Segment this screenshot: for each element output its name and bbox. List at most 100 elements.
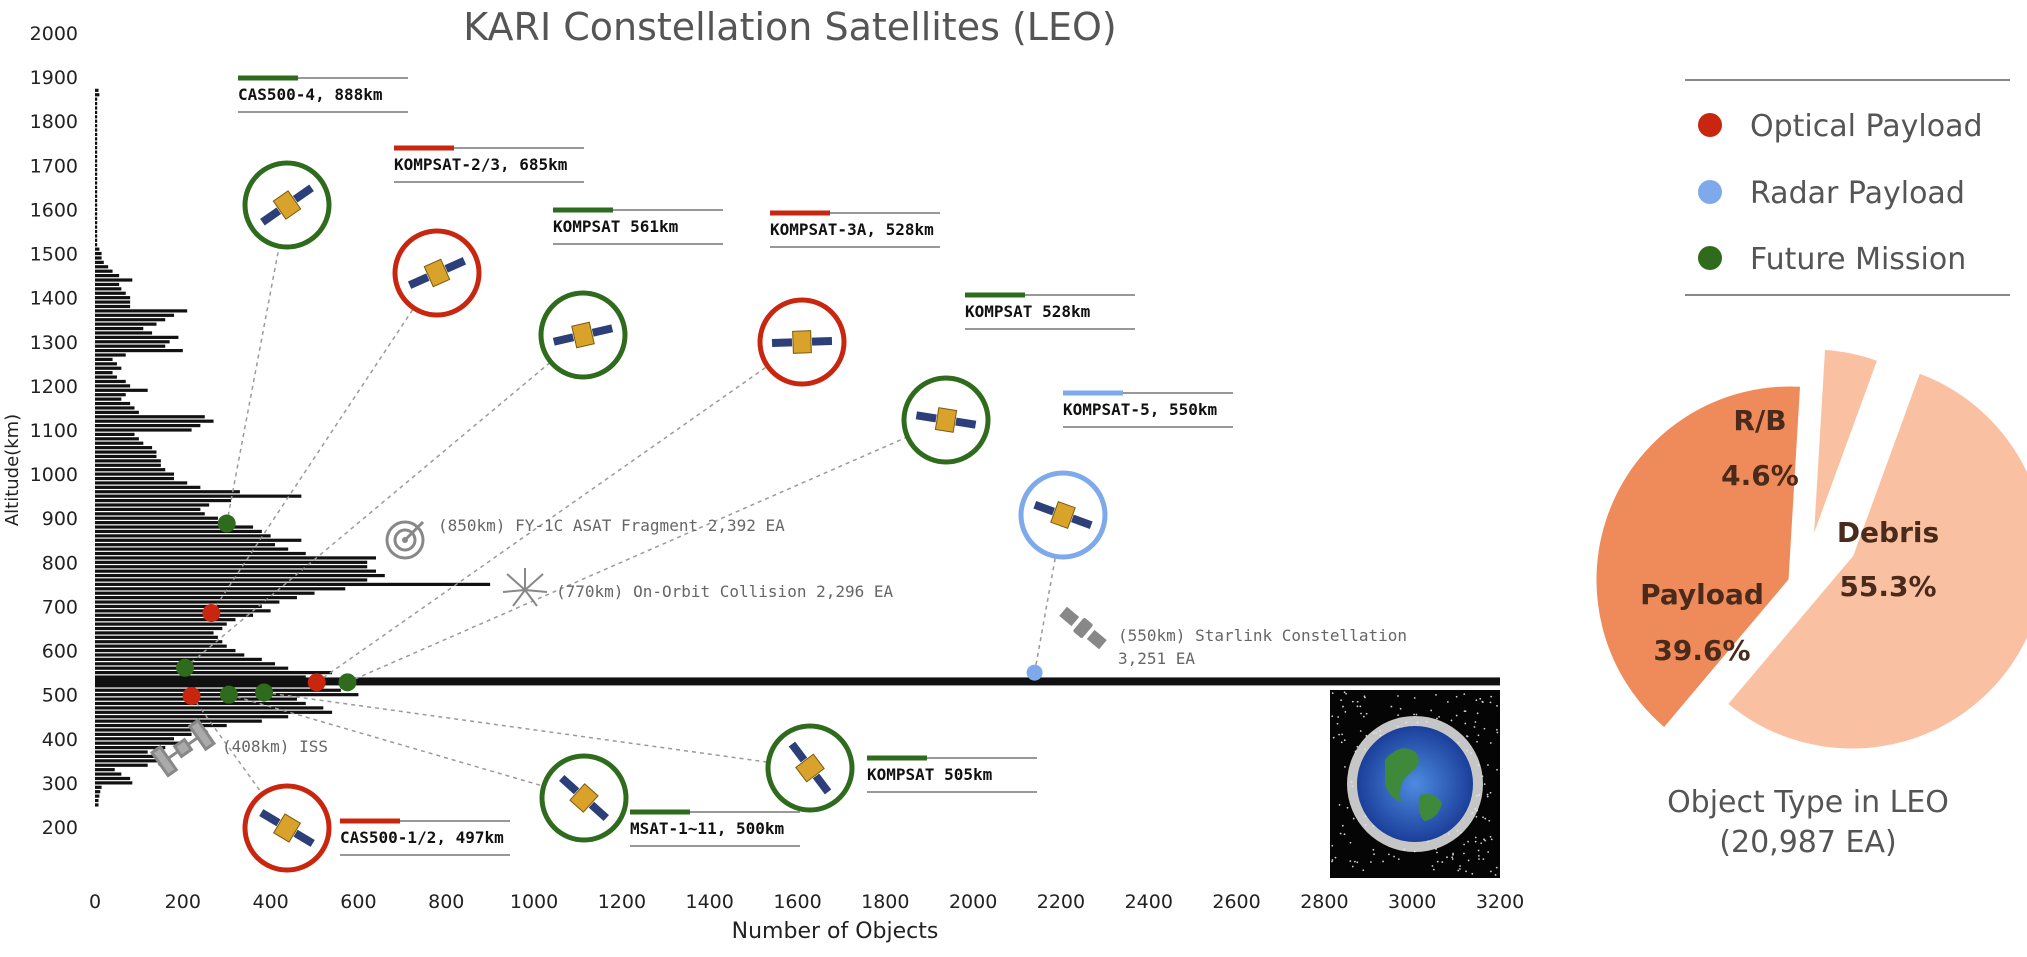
histogram-bar [95, 600, 280, 604]
mission-badge [242, 160, 332, 250]
x-tick-label: 2400 [1125, 891, 1173, 913]
y-tick-label: 1100 [30, 420, 78, 442]
histogram-bar [95, 626, 223, 631]
histogram-bar [95, 371, 113, 375]
y-tick-label: 600 [42, 641, 78, 663]
histogram-bar [95, 578, 368, 582]
mission-label-text: KOMPSAT-5, 550km [1063, 400, 1217, 419]
histogram-bar [95, 379, 126, 384]
mission-dot [255, 683, 274, 702]
histogram-bar [95, 790, 101, 794]
histogram-bar [95, 150, 98, 154]
pie-slice [1810, 346, 1881, 544]
satellite-icon [771, 330, 833, 354]
histogram-bar [95, 772, 122, 776]
pie-slice-value: 39.6% [1653, 634, 1750, 667]
legend-label-radar: Radar Payload [1750, 176, 1965, 211]
histogram-bar [95, 401, 131, 406]
histogram-bar [95, 221, 98, 225]
histogram-bar [95, 309, 188, 313]
mission-label-text: CAS500-1/2, 497km [340, 828, 504, 847]
histogram-bar [95, 366, 122, 370]
satellite-icon [788, 741, 832, 795]
histogram-bar [95, 199, 98, 203]
histogram-bar [95, 322, 157, 326]
mission-label: CAS500-1/2, 497km [340, 818, 510, 856]
histogram-bar [95, 340, 170, 344]
histogram-bar [95, 247, 100, 251]
earth-debris-image [1330, 690, 1500, 878]
mission-badge [765, 723, 855, 813]
y-tick-label: 400 [42, 729, 78, 751]
y-tick-label: 700 [42, 596, 78, 618]
histogram-bar [95, 516, 218, 520]
mission-badge [392, 228, 482, 318]
histogram-bar [95, 278, 133, 282]
y-tick-label: 300 [42, 773, 78, 795]
histogram-bar [95, 750, 148, 754]
mission-dot [338, 673, 357, 692]
histogram-bar [95, 124, 98, 128]
histogram-bar [95, 648, 236, 653]
histogram-bar [95, 331, 153, 335]
histogram-bar [95, 106, 98, 110]
histogram-bar [95, 677, 1500, 686]
pie-slice-name: Payload [1640, 578, 1764, 611]
pie-slice-name: Debris [1837, 516, 1939, 549]
histogram-bar [95, 763, 148, 767]
object-type-pie: Debris 55.3% Payload 39.6% R/B 4.6% [1593, 346, 2027, 752]
histogram-bar [95, 176, 98, 181]
annotation-starlink: (550km) Starlink Constellation 3,251 EA [1059, 606, 1407, 668]
mission-badge [1018, 470, 1108, 560]
histogram-bar [95, 419, 214, 423]
histogram-bar [95, 357, 113, 362]
pie-slice-value: 55.3% [1839, 570, 1936, 603]
annotation-starlink-text: (550km) Starlink Constellation [1118, 626, 1407, 645]
y-tick-label: 1000 [30, 464, 78, 486]
histogram-bar [95, 551, 306, 556]
histogram-bar [95, 397, 122, 401]
legend-label-optical: Optical Payload [1750, 109, 1983, 144]
histogram-bar [95, 344, 166, 348]
histogram-bar [95, 446, 153, 450]
histogram-bar [95, 119, 98, 123]
histogram-bar [95, 216, 98, 220]
histogram-bar [95, 115, 98, 119]
pie-slice [1724, 369, 2027, 752]
histogram-bar [95, 406, 135, 410]
histogram-bar [95, 168, 98, 172]
histogram-bar [95, 384, 131, 388]
y-axis-label: Altitude(km) [2, 414, 23, 526]
legend-dot-optical [1698, 113, 1722, 137]
histogram-bar [95, 547, 289, 551]
histogram-bar [95, 97, 98, 101]
histogram-bar [95, 353, 126, 357]
histogram-bar [95, 238, 98, 242]
x-axis-ticks: 0 200 400 600 800 1000 1200 1400 1600 1800 2000 220… [89, 891, 1524, 913]
x-tick-label: 3000 [1388, 891, 1436, 913]
satellite-icon [559, 774, 609, 822]
x-tick-label: 600 [340, 891, 376, 913]
mission-connector [1033, 514, 1064, 673]
mission-label-text: KOMPSAT-3A, 528km [770, 220, 934, 239]
histogram-bar [95, 768, 115, 772]
x-axis-label: Number of Objects [732, 919, 939, 944]
histogram-bar [95, 485, 201, 489]
x-tick-label: 1200 [598, 891, 646, 913]
histogram-bar [95, 335, 179, 339]
legend-item-radar: Radar Payload [1698, 176, 1965, 211]
histogram-bar [95, 587, 346, 591]
histogram-bar [95, 569, 376, 573]
histogram-bar [95, 675, 306, 679]
histogram-bar [95, 432, 135, 437]
x-tick-label: 400 [252, 891, 288, 913]
histogram-bar [95, 776, 131, 781]
histogram-bar [95, 684, 324, 688]
x-tick-label: 3200 [1476, 891, 1524, 913]
histogram-bar [95, 101, 98, 106]
mission-dot [202, 604, 221, 623]
y-tick-label: 500 [42, 685, 78, 707]
x-tick-label: 2800 [1300, 891, 1348, 913]
histogram-bar [95, 560, 368, 564]
histogram-bar [95, 618, 236, 622]
